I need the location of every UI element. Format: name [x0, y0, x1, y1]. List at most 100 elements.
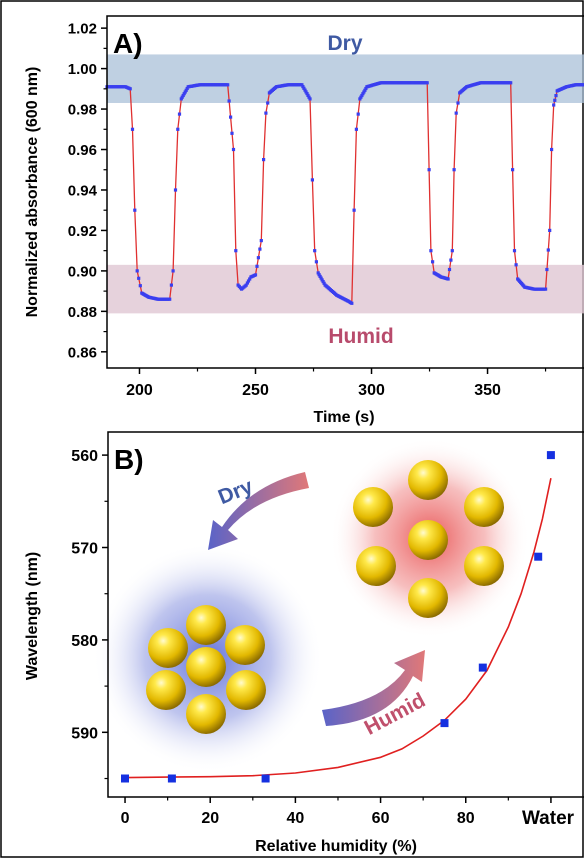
x-axis-title-a: Time (s): [313, 409, 374, 426]
y-tick-label: 0.88: [68, 304, 97, 321]
data-point: [512, 249, 517, 253]
panel-label-a: A): [113, 28, 143, 59]
data-point: [548, 228, 552, 232]
data-point: [546, 451, 555, 460]
data-point: [176, 127, 180, 131]
x-tick-label: 60: [372, 810, 390, 827]
data-point: [227, 99, 231, 103]
data-point: [183, 90, 187, 94]
gold-nanoparticle: [408, 520, 448, 560]
data-point: [255, 264, 259, 268]
gold-nanoparticle: [356, 546, 396, 586]
panel-a: 0.86 0.88 0.90 0.92 0.94 0.96 0.98 1.00 1.02 200…: [24, 15, 584, 426]
x-tick-label: 0: [121, 810, 130, 827]
y-tick-label: 0.98: [68, 102, 97, 119]
data-point: [245, 281, 249, 285]
data-point: [244, 283, 248, 287]
dry-band: [107, 54, 584, 103]
data-point: [352, 208, 356, 212]
panel-label-b: B): [114, 444, 144, 475]
gold-nanoparticle: [464, 546, 504, 586]
data-point: [450, 249, 454, 253]
humid-nanoparticle-cluster: [330, 438, 530, 638]
data-point: [185, 86, 189, 91]
data-point: [359, 95, 363, 99]
data-point: [362, 90, 366, 94]
gold-nanoparticle: [186, 605, 226, 645]
data-point: [509, 81, 513, 85]
gold-nanoparticle: [148, 628, 188, 668]
plot-frame-b: [107, 431, 584, 798]
x-tick-label: 250: [242, 382, 269, 399]
data-point: [138, 284, 142, 288]
y-tick-label: 560: [71, 448, 98, 465]
data-point: [544, 287, 548, 291]
gold-nanoparticle: [186, 647, 226, 687]
data-point: [304, 90, 308, 94]
gold-nanoparticle: [408, 578, 448, 618]
humid-band: [107, 264, 584, 314]
gold-nanoparticle: [225, 625, 265, 665]
data-point: [181, 93, 185, 98]
data-point: [179, 97, 183, 101]
data-point: [431, 260, 435, 264]
data-point: [449, 258, 453, 262]
data-point: [246, 279, 251, 283]
data-point: [322, 281, 326, 285]
data-point: [478, 663, 487, 672]
y-tick-label: 1.00: [68, 61, 97, 78]
gold-nanoparticle: [226, 670, 266, 710]
data-point: [305, 92, 309, 96]
data-point: [319, 276, 323, 280]
data-point: [229, 115, 233, 119]
x-axis-a: 200 250 300 350: [126, 368, 547, 399]
data-point: [264, 111, 268, 115]
data-point: [184, 88, 188, 92]
data-point: [452, 168, 456, 172]
data-point: [253, 273, 258, 277]
y-tick-label: 570: [71, 541, 98, 558]
x-tick-label: 350: [474, 382, 501, 399]
data-point: [234, 249, 238, 253]
data-point: [354, 127, 358, 131]
data-point: [259, 239, 263, 243]
data-point: [358, 97, 362, 101]
y-tick-label: 1.02: [68, 21, 97, 38]
data-point: [546, 248, 550, 252]
gold-nanoparticle: [146, 670, 186, 710]
humid-label: Humid: [328, 325, 393, 348]
data-point: [361, 92, 365, 96]
data-point: [364, 86, 368, 91]
y-tick-label: 0.90: [68, 263, 97, 280]
x-tick-label: 300: [358, 382, 385, 399]
data-point: [582, 83, 584, 87]
data-point: [514, 263, 518, 267]
data-point: [168, 297, 172, 301]
data-point: [318, 274, 322, 278]
y-tick-label: 0.96: [68, 142, 97, 159]
data-point: [454, 111, 458, 115]
data-point: [302, 86, 306, 90]
gold-nanoparticle: [408, 460, 448, 500]
x-tick-label: 80: [457, 810, 475, 827]
humid-arrow: [322, 650, 425, 726]
data-point: [135, 269, 139, 273]
y-tick-label: 0.86: [68, 344, 97, 361]
fit-curve-b: [124, 478, 552, 779]
data-point: [171, 269, 175, 273]
data-point: [177, 112, 182, 116]
data-point: [446, 277, 450, 281]
data-point: [121, 774, 129, 783]
data-point: [128, 87, 132, 91]
data-point: [308, 97, 312, 101]
dry-nanoparticle-cluster: [93, 543, 323, 773]
data-point: [320, 278, 324, 282]
data-point: [425, 81, 429, 85]
data-point: [310, 178, 314, 182]
data-point: [180, 95, 184, 99]
data-point: [261, 774, 270, 783]
dry-arrow: [208, 472, 309, 550]
data-point: [130, 127, 135, 131]
